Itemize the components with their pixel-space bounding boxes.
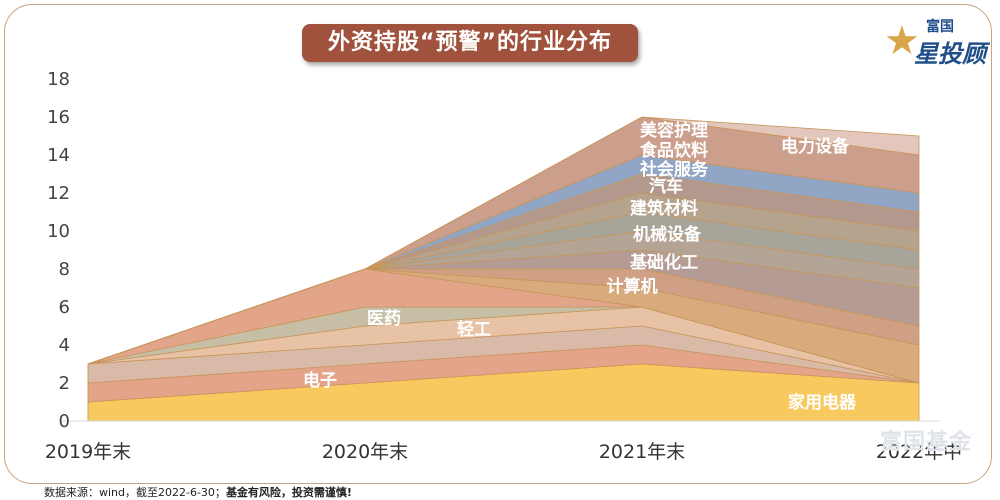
x-tick-label: 2020年末: [322, 441, 408, 463]
y-tick-label: 8: [59, 259, 70, 280]
x-tick-label: 2019年末: [45, 441, 131, 463]
y-tick-label: 4: [59, 335, 70, 356]
star-icon: ★: [884, 18, 920, 64]
y-tick-label: 0: [59, 411, 70, 432]
series-label: 食品饮料: [640, 140, 708, 161]
y-tick-label: 18: [47, 69, 70, 90]
series-label: 基础化工: [629, 252, 698, 273]
y-tick-label: 16: [47, 107, 70, 128]
area-series-16: [87, 116, 920, 365]
series-label: 电力设备: [781, 136, 850, 157]
y-tick-label: 10: [47, 221, 70, 242]
series-label: 轻工: [457, 319, 491, 340]
series-label: 家用电器: [788, 392, 857, 413]
x-tick-label: 2022年中: [876, 441, 962, 463]
series-label: 汽车: [649, 176, 683, 197]
series-label: 机械设备: [633, 224, 702, 245]
watermark: 富国基金: [880, 430, 973, 455]
source-note: 数据来源：wind，截至2022-6-30；基金有风险，投资需谨慎!: [44, 484, 352, 500]
y-tick-label: 6: [59, 297, 70, 318]
series-label: 医药: [367, 308, 401, 329]
area-layers: [87, 116, 920, 422]
brand-logo: ★ 富国 星投顾: [884, 14, 994, 70]
series-label: 美容护理: [640, 120, 708, 141]
axes: 0 2 4 6 8 10 12 14 16 18 2019年末 2020年末 2021年末 2022年中: [45, 69, 962, 463]
logo-line2: 星投顾: [914, 40, 986, 68]
y-tick-label: 14: [47, 145, 70, 166]
chart-title: 外资持股“预警”的行业分布: [302, 24, 638, 62]
logo-line1: 富国: [926, 19, 954, 35]
series-label: 计算机: [607, 276, 658, 297]
y-tick-label: 2: [59, 373, 70, 394]
y-tick-label: 12: [47, 183, 70, 204]
series-labels: 家用电器 电子 轻工 医药 计算机 基础化工 机械设备 建筑材料汽车社会服务食品饮料美容护理电…: [303, 120, 857, 413]
series-label: 电子: [303, 370, 337, 391]
series-label: 社会服务: [639, 159, 709, 180]
series-label: 建筑材料: [630, 198, 698, 219]
x-tick-label: 2021年末: [599, 441, 685, 463]
source-text: 数据来源：wind，截至2022-6-30；: [44, 486, 226, 499]
risk-warning: 基金有风险，投资需谨慎!: [225, 486, 352, 499]
